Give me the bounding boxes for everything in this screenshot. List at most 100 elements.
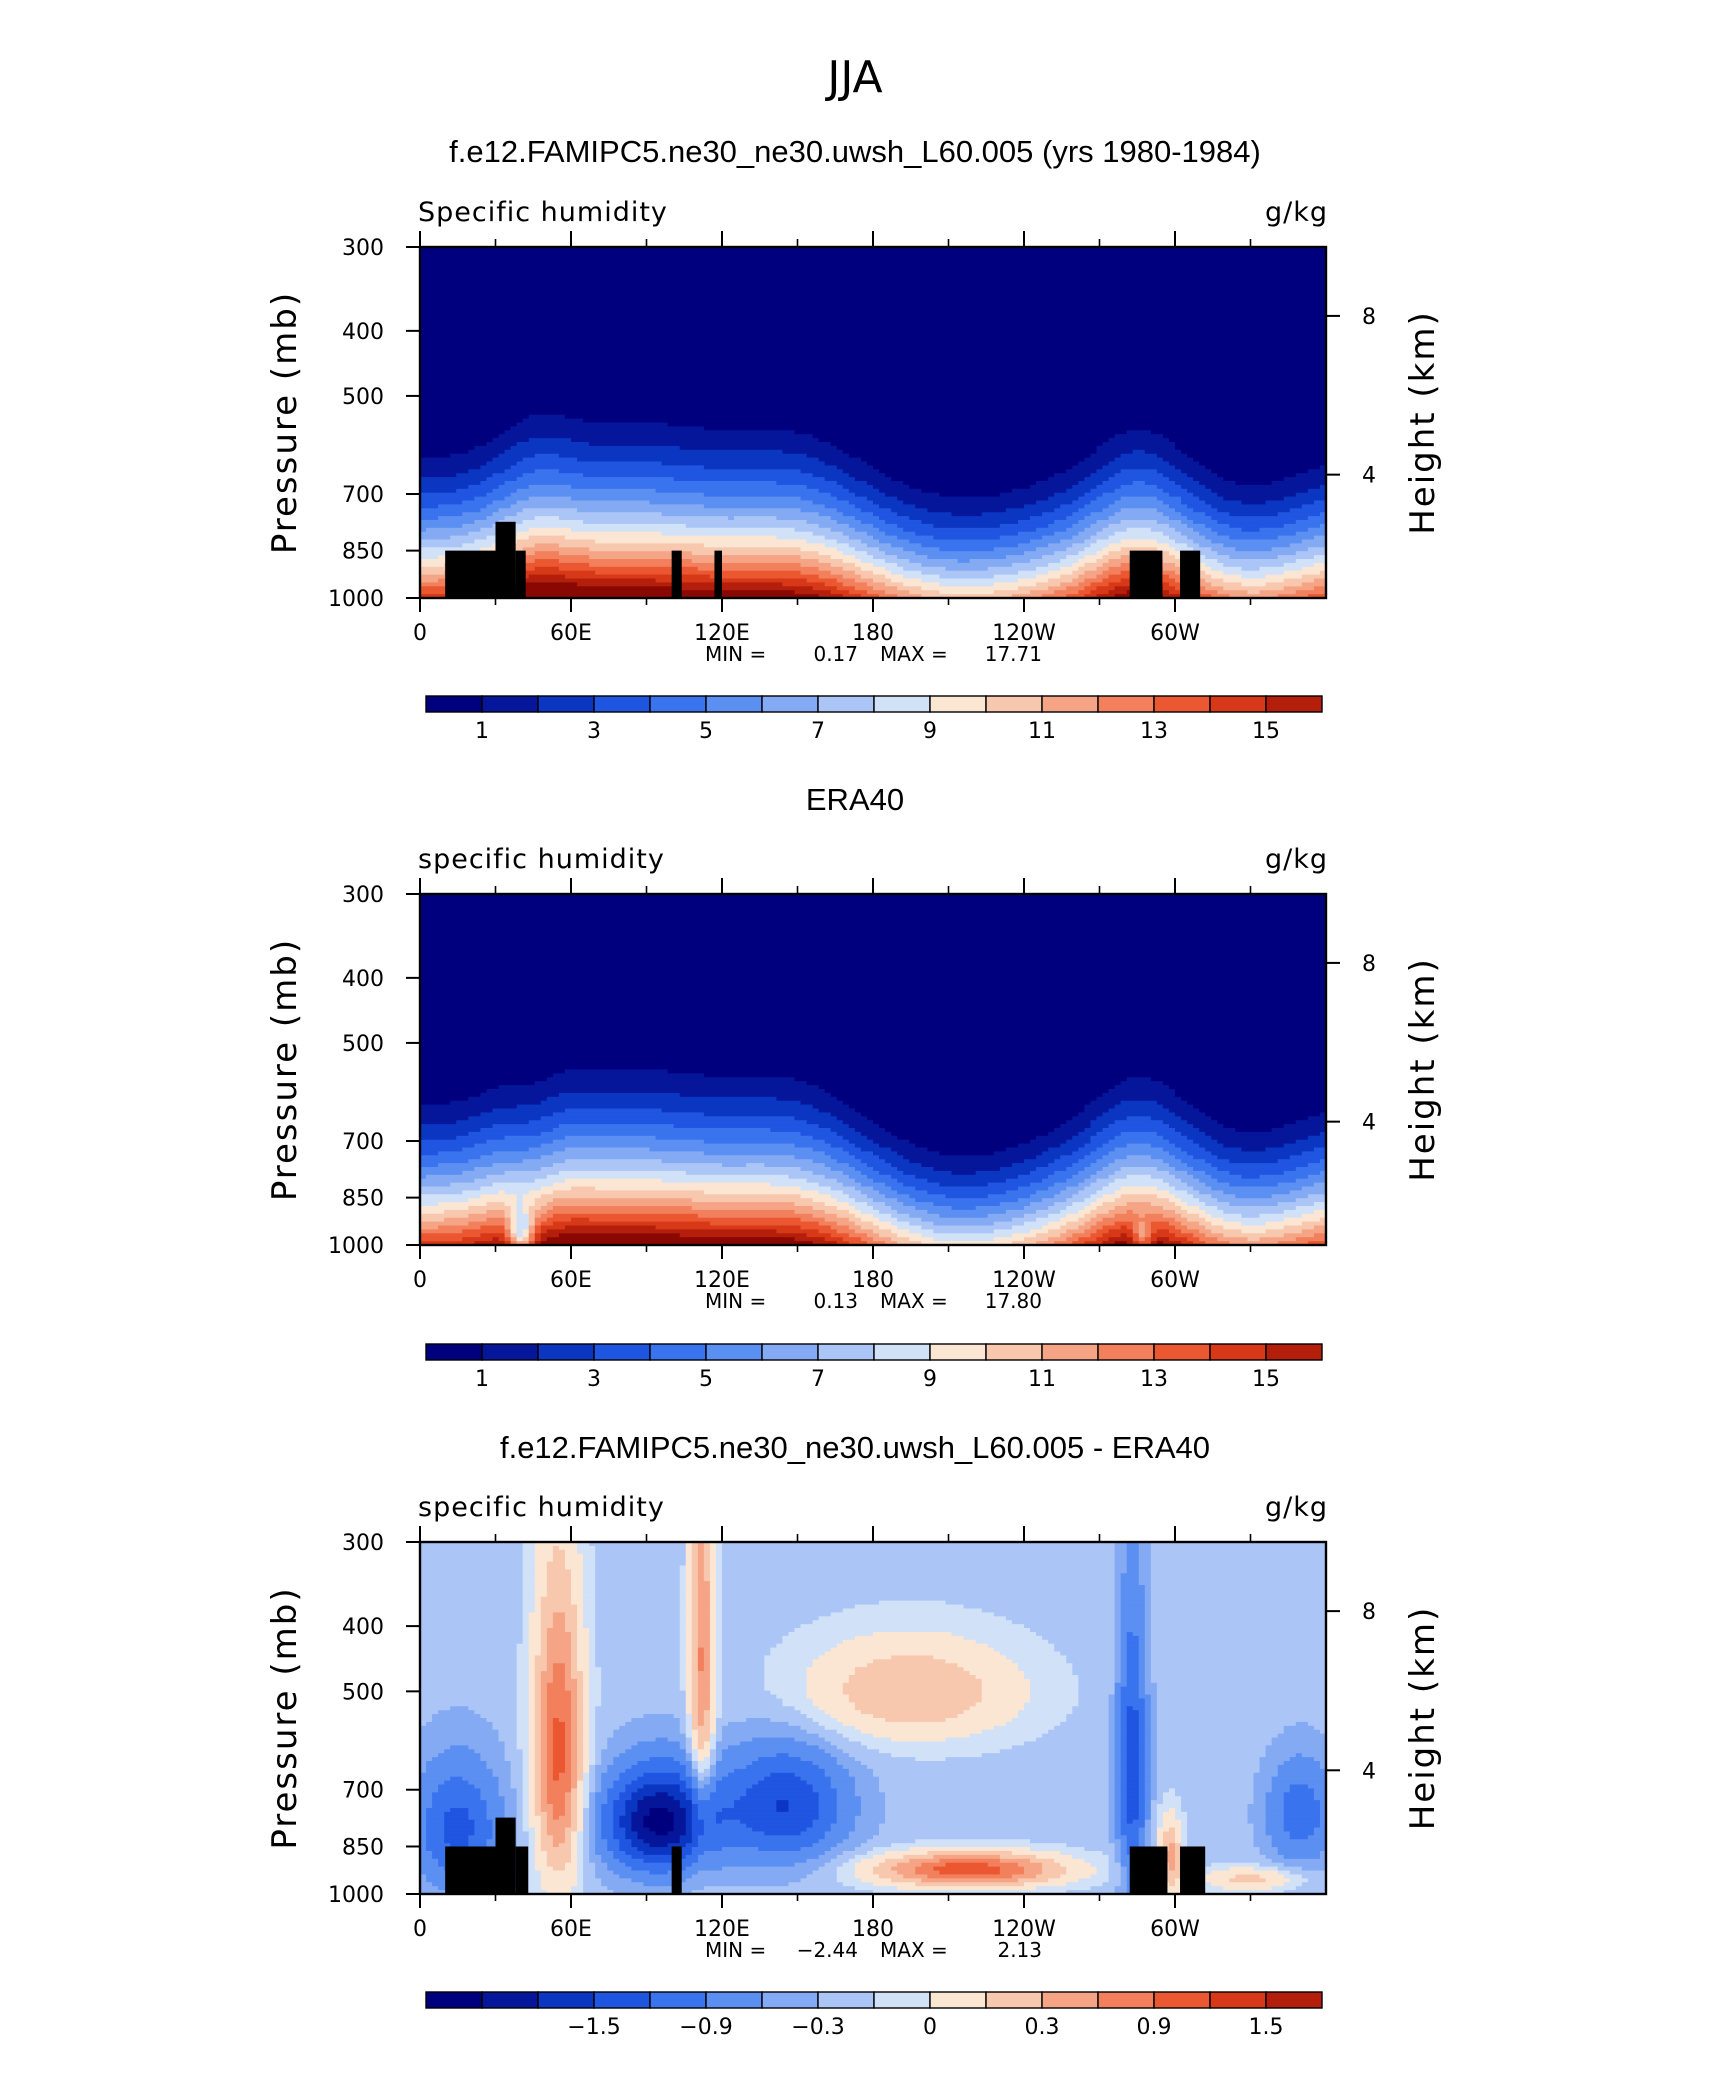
contour-cell: [462, 1229, 506, 1234]
contour-cell: [420, 262, 1326, 268]
contour-cell: [673, 1815, 687, 1821]
contour-cell: [1193, 547, 1212, 552]
contour-cell: [1078, 1678, 1116, 1684]
contour-cell: [879, 1190, 898, 1195]
contour-cell: [1072, 1163, 1092, 1168]
contour-cell: [848, 1753, 892, 1758]
contour-cell: [1126, 1811, 1140, 1817]
contour-cell: [1193, 1241, 1206, 1245]
contour-cell: [746, 1764, 820, 1770]
colorbar-box: [817, 1343, 875, 1361]
contour-cell: [528, 1620, 542, 1625]
contour-cell: [1114, 1620, 1122, 1625]
contour-cell: [897, 1190, 928, 1195]
max-value: 17.80: [985, 1289, 1042, 1313]
contour-cell: [1042, 1178, 1067, 1184]
contour-cell: [860, 566, 886, 572]
contour-cell: [1156, 1733, 1279, 1739]
contour-cell: [685, 1674, 693, 1680]
contour-cell: [866, 1116, 1073, 1121]
contour-cell: [697, 1659, 705, 1664]
contour-cell: [722, 1678, 765, 1684]
contour-cell: [583, 1620, 596, 1625]
contour-cell: [1319, 512, 1326, 517]
contour-cell: [1078, 1147, 1098, 1152]
contour-cell: [1108, 1835, 1116, 1840]
contour-cell: [818, 488, 850, 494]
contour-cell: [1126, 1729, 1140, 1735]
contour-cell: [583, 1588, 596, 1594]
contour-cell: [1017, 570, 1049, 576]
contour-cell: [812, 1241, 838, 1245]
contour-cell: [546, 1682, 566, 1688]
contour-cell: [891, 1163, 922, 1168]
contour-cell: [1108, 1737, 1116, 1743]
contour-cell: [1150, 1225, 1176, 1230]
contour-cell: [1241, 574, 1267, 580]
contour-cell: [595, 1827, 602, 1833]
contour-cell: [1181, 1241, 1194, 1245]
colorbar-label: 13: [1140, 1367, 1168, 1392]
contour-cell: [1156, 1819, 1164, 1825]
colorbar-box: [1041, 695, 1099, 713]
contour-cell: [848, 1202, 868, 1207]
contour-cell: [1066, 1843, 1116, 1848]
contour-cell: [806, 484, 844, 490]
contour-cell: [432, 1718, 488, 1723]
contour-cell: [564, 1612, 578, 1617]
contour-cell: [540, 1874, 578, 1879]
contour-cell: [866, 590, 886, 595]
contour-cell: [571, 1890, 584, 1894]
contour-cell: [800, 1167, 832, 1172]
contour-cell: [691, 1788, 699, 1793]
contour-cell: [873, 535, 898, 541]
contour-cell: [1102, 508, 1122, 513]
contour-cell: [546, 1729, 554, 1735]
contour-cell: [1162, 594, 1182, 598]
contour-cell: [806, 1120, 844, 1125]
contour-cell: [709, 574, 820, 580]
contour-cell: [776, 1800, 790, 1805]
contour-cell: [564, 1721, 572, 1727]
contour-cell: [420, 1764, 427, 1770]
contour-cell: [595, 1596, 681, 1602]
contour-cell: [1108, 461, 1170, 466]
contour-cell: [1090, 473, 1116, 478]
contour-cell: [1108, 1796, 1116, 1801]
colorbar-box: [1153, 1343, 1211, 1361]
contour-cell: [595, 1800, 608, 1805]
contour-cell: [691, 1651, 699, 1657]
contour-cell: [1042, 1151, 1073, 1156]
contour-cell: [552, 1839, 566, 1844]
contour-cell: [420, 352, 1326, 357]
contour-cell: [697, 1624, 711, 1629]
contour-cell: [601, 1686, 681, 1692]
contour-cell: [534, 1557, 554, 1563]
contour-cell: [873, 465, 1073, 470]
contour-cell: [824, 1174, 850, 1180]
contour-cell: [546, 1706, 572, 1711]
contour-cell: [1211, 1213, 1243, 1219]
contour-cell: [462, 1237, 494, 1242]
contour-cell: [468, 531, 500, 537]
contour-cell: [788, 1807, 820, 1813]
contour-cell: [516, 1811, 524, 1817]
contour-cell: [1030, 539, 1061, 544]
contour-cell: [625, 1788, 639, 1793]
contour-cell: [715, 1733, 723, 1739]
contour-cell: [1150, 1835, 1158, 1840]
contour-cell: [722, 1581, 1116, 1586]
contour-cell: [709, 1549, 717, 1555]
contour-cell: [583, 1843, 590, 1848]
contour-cell: [1120, 1604, 1146, 1610]
contour-cell: [806, 578, 838, 583]
contour-cell: [933, 523, 1001, 529]
contour-cell: [420, 1718, 433, 1723]
x-tick-label: 60W: [1150, 621, 1200, 646]
contour-cell: [1217, 1178, 1297, 1184]
contour-cell: [420, 964, 1326, 969]
contour-cell: [909, 516, 1031, 521]
contour-cell: [661, 1159, 814, 1164]
contour-cell: [1223, 578, 1285, 583]
contour-cell: [420, 360, 1326, 365]
